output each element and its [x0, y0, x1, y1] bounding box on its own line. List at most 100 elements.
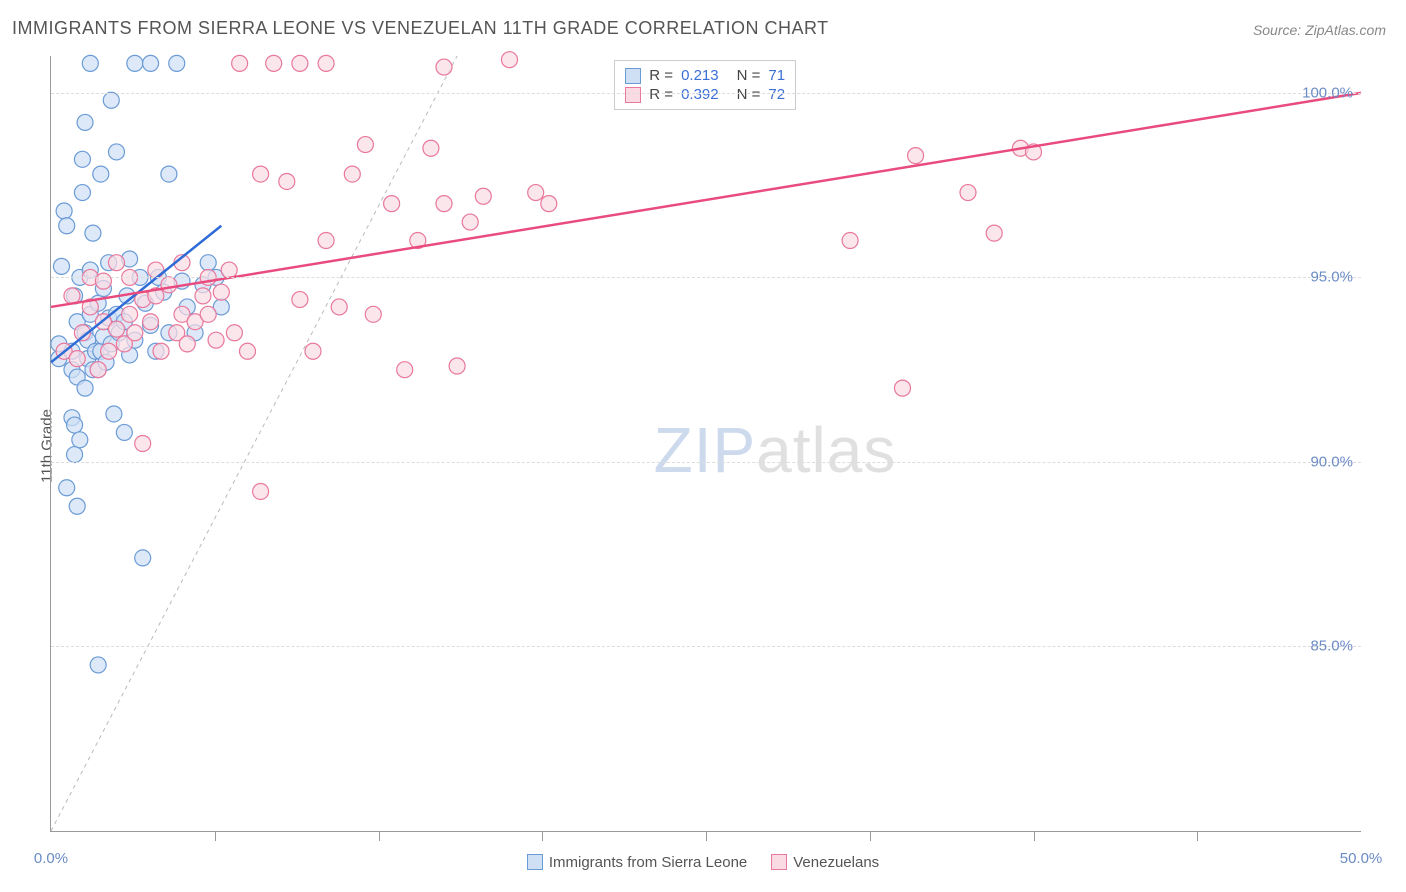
data-point	[318, 233, 334, 249]
data-point	[93, 166, 109, 182]
data-point	[226, 325, 242, 341]
data-point	[122, 306, 138, 322]
data-point	[279, 173, 295, 189]
data-point	[82, 55, 98, 71]
y-tick-label: 95.0%	[1310, 269, 1353, 286]
x-tick	[706, 831, 707, 841]
gridline	[51, 646, 1361, 647]
source-attribution: Source: ZipAtlas.com	[1253, 22, 1386, 38]
data-point	[77, 380, 93, 396]
data-point	[541, 196, 557, 212]
data-point	[143, 314, 159, 330]
data-point	[253, 483, 269, 499]
data-point	[116, 424, 132, 440]
data-point	[318, 55, 334, 71]
data-point	[331, 299, 347, 315]
legend-swatch	[527, 854, 543, 870]
series-legend-item: Immigrants from Sierra Leone	[527, 854, 747, 871]
x-tick	[379, 831, 380, 841]
legend-n-label: N =	[737, 67, 761, 84]
x-tick	[542, 831, 543, 841]
data-point	[74, 151, 90, 167]
data-point	[365, 306, 381, 322]
data-point	[143, 55, 159, 71]
data-point	[179, 336, 195, 352]
data-point	[240, 343, 256, 359]
data-point	[462, 214, 478, 230]
data-point	[77, 114, 93, 130]
data-point	[135, 550, 151, 566]
data-point	[90, 657, 106, 673]
series-legend-label: Venezuelans	[793, 854, 879, 871]
data-point	[127, 55, 143, 71]
y-tick-label: 85.0%	[1310, 638, 1353, 655]
legend-swatch	[771, 854, 787, 870]
data-point	[90, 362, 106, 378]
data-point	[67, 447, 83, 463]
series-legend-item: Venezuelans	[771, 854, 879, 871]
x-tick	[215, 831, 216, 841]
data-point	[85, 225, 101, 241]
data-point	[986, 225, 1002, 241]
data-point	[423, 140, 439, 156]
gridline	[51, 93, 1361, 94]
data-point	[357, 137, 373, 153]
data-point	[74, 185, 90, 201]
legend-row: R =0.392N =72	[625, 86, 785, 103]
legend-r-label: R =	[649, 86, 673, 103]
data-point	[53, 258, 69, 274]
data-point	[908, 148, 924, 164]
data-point	[292, 292, 308, 308]
legend-swatch	[625, 87, 641, 103]
chart-title: IMMIGRANTS FROM SIERRA LEONE VS VENEZUEL…	[12, 18, 829, 39]
legend-row: R =0.213N =71	[625, 67, 785, 84]
data-point	[59, 218, 75, 234]
data-point	[135, 436, 151, 452]
data-point	[109, 144, 125, 160]
data-point	[56, 203, 72, 219]
data-point	[69, 498, 85, 514]
series-legend-label: Immigrants from Sierra Leone	[549, 854, 747, 871]
x-tick	[1034, 831, 1035, 841]
y-tick-label: 100.0%	[1302, 84, 1353, 101]
data-point	[475, 188, 491, 204]
data-point	[200, 306, 216, 322]
data-point	[502, 52, 518, 68]
data-point	[59, 480, 75, 496]
data-point	[153, 343, 169, 359]
data-point	[67, 417, 83, 433]
data-point	[221, 262, 237, 278]
data-point	[106, 406, 122, 422]
series-legend: Immigrants from Sierra Leone Venezuelans	[0, 854, 1406, 875]
data-point	[232, 55, 248, 71]
data-point	[200, 255, 216, 271]
data-point	[292, 55, 308, 71]
legend-n-label: N =	[737, 86, 761, 103]
gridline	[51, 462, 1361, 463]
plot-area: ZIPatlas R =0.213N =71R =0.392N =72 85.0…	[50, 56, 1361, 832]
legend-r-value: 0.213	[681, 67, 719, 84]
legend-n-value: 71	[768, 67, 785, 84]
data-point	[72, 432, 88, 448]
data-point	[127, 325, 143, 341]
data-point	[960, 185, 976, 201]
gridline	[51, 277, 1361, 278]
data-point	[436, 59, 452, 75]
data-point	[95, 273, 111, 289]
data-point	[384, 196, 400, 212]
data-point	[69, 351, 85, 367]
data-point	[842, 233, 858, 249]
data-point	[449, 358, 465, 374]
data-point	[161, 277, 177, 293]
data-point	[109, 255, 125, 271]
data-point	[109, 321, 125, 337]
data-point	[895, 380, 911, 396]
x-tick	[1197, 831, 1198, 841]
data-point	[436, 196, 452, 212]
data-point	[195, 288, 211, 304]
data-point	[103, 92, 119, 108]
y-tick-label: 90.0%	[1310, 453, 1353, 470]
legend-n-value: 72	[768, 86, 785, 103]
data-point	[213, 284, 229, 300]
data-point	[253, 166, 269, 182]
